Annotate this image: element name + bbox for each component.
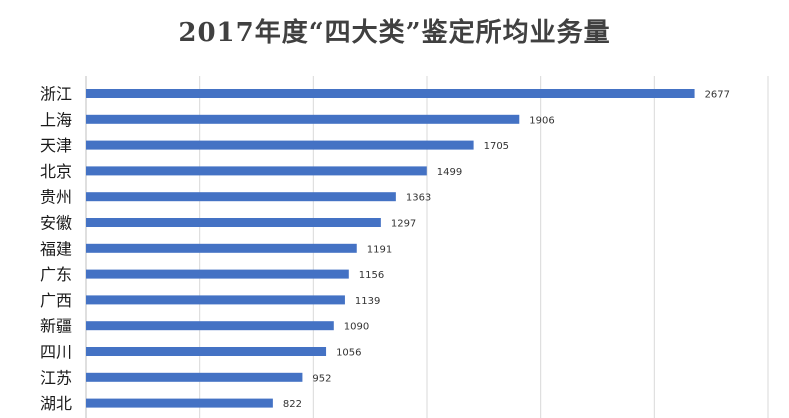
value-label: 1090 xyxy=(344,322,369,333)
category-label: 福建 xyxy=(40,239,72,258)
bar xyxy=(86,218,381,227)
bar xyxy=(86,347,327,356)
category-label: 四川 xyxy=(40,343,72,362)
category-label: 广东 xyxy=(40,265,72,284)
value-label: 1906 xyxy=(529,115,554,126)
bar xyxy=(86,114,520,124)
category-label: 江苏 xyxy=(40,368,72,387)
category-label: 上海 xyxy=(40,110,72,129)
category-label: 安徽 xyxy=(40,214,72,233)
category-label: 新疆 xyxy=(40,317,72,336)
category-label: 贵州 xyxy=(40,188,72,207)
bar xyxy=(86,295,345,305)
bar xyxy=(86,140,474,150)
value-label: 1191 xyxy=(367,244,392,255)
bar xyxy=(86,192,396,202)
value-label: 2677 xyxy=(705,90,730,101)
value-label: 1156 xyxy=(359,270,384,281)
bar xyxy=(86,89,695,98)
bar xyxy=(86,269,349,279)
bar xyxy=(86,398,273,408)
bar xyxy=(86,372,303,382)
bar xyxy=(86,243,357,253)
value-label: 1139 xyxy=(355,296,380,307)
category-label: 北京 xyxy=(40,162,72,181)
value-label: 1705 xyxy=(484,141,509,152)
chart-title: 2017年度“四大类”鉴定所均业务量 xyxy=(178,18,611,48)
value-label: 952 xyxy=(312,373,331,384)
value-label: 1499 xyxy=(437,167,462,178)
bars xyxy=(86,89,695,408)
bar xyxy=(86,166,427,176)
category-label: 广西 xyxy=(40,291,72,310)
bar xyxy=(86,321,334,331)
value-labels: 2677 1906 1705 1499 1363 1297 1191 1156 1139 1090… xyxy=(283,90,730,411)
value-label: 1056 xyxy=(336,348,361,359)
category-label: 湖北 xyxy=(40,394,72,413)
category-label: 天津 xyxy=(40,136,72,155)
value-label: 822 xyxy=(283,399,302,410)
value-label: 1297 xyxy=(391,219,416,230)
category-label: 浙江 xyxy=(40,85,72,104)
value-label: 1363 xyxy=(406,193,431,204)
